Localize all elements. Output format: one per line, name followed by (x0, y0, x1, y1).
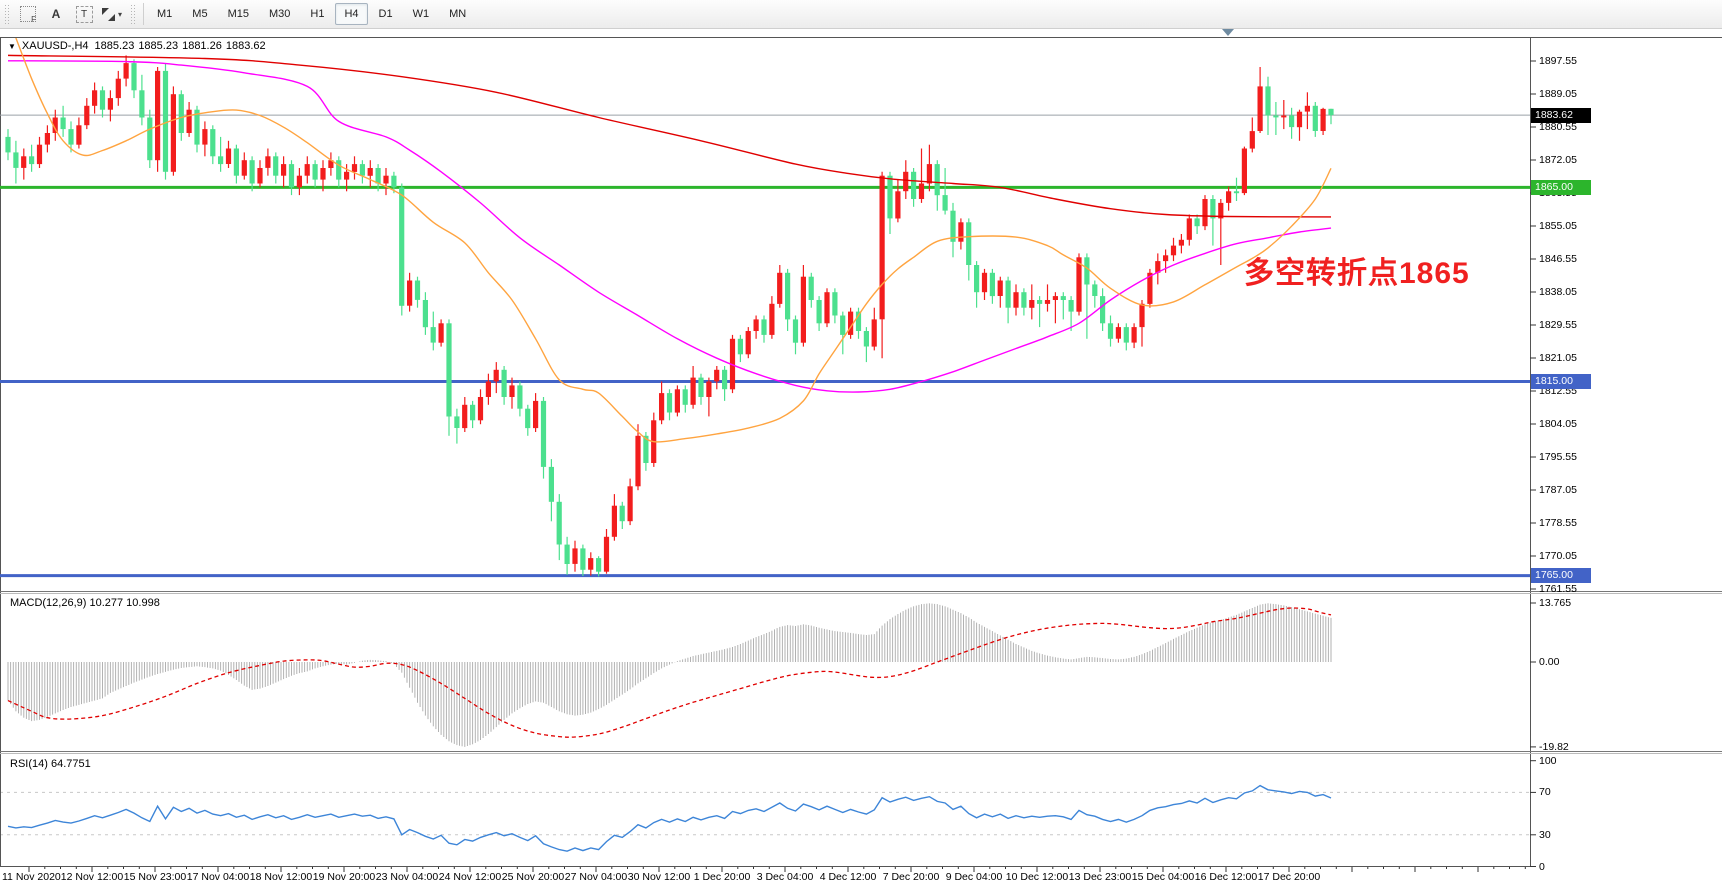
chart-frame (0, 37, 1722, 867)
text-icon: T (75, 5, 93, 23)
time-tick-label: 3 Dec 04:00 (756, 871, 814, 883)
time-tick-label: 16 Dec 12:00 (1194, 871, 1258, 883)
price-tick-label: 1855.05 (1539, 220, 1577, 232)
timeframe-MN[interactable]: MN (449, 8, 467, 20)
text-box-icon[interactable]: T (71, 3, 97, 25)
bar-low: 1881.26 (182, 40, 222, 52)
time-tick-label: 19 Nov 20:00 (312, 871, 376, 883)
price-badge-1815.00: 1815.00 (1531, 374, 1591, 389)
price-tick-label: 1770.05 (1539, 550, 1577, 562)
price-tick-label: 1821.05 (1539, 352, 1577, 364)
expert-grid-icon[interactable]: F (15, 3, 41, 25)
ma-orange (15, 38, 1332, 443)
price-tick-label: 1880.55 (1539, 121, 1577, 133)
price-tick-label: 1846.55 (1539, 253, 1577, 265)
rsi-tick-label: 100 (1539, 755, 1557, 767)
time-tick-label: 13 Dec 23:00 (1068, 871, 1132, 883)
panel-separator[interactable] (0, 591, 1722, 594)
time-tick-label: 15 Nov 23:00 (123, 871, 187, 883)
time-tick-label: 24 Nov 12:00 (438, 871, 502, 883)
macd-tick-label: 0.00 (1539, 656, 1560, 668)
candles-and-mas (5, 38, 1334, 577)
price-tick-label: 1795.55 (1539, 451, 1577, 463)
timeframe-M5[interactable]: M5 (192, 8, 208, 20)
time-tick-label: 17 Dec 20:00 (1257, 871, 1321, 883)
time-tick-label: 1 Dec 20:00 (693, 871, 751, 883)
rsi-tick-label: 0 (1539, 861, 1545, 873)
timeframe-W1[interactable]: W1 (412, 8, 430, 20)
macd-tick-label: 13.765 (1539, 597, 1572, 609)
price-tick-label: 1804.05 (1539, 418, 1577, 430)
macd-plot (7, 603, 1332, 747)
time-tick-label: 10 Dec 12:00 (1005, 871, 1069, 883)
timeframe-H1[interactable]: H1 (310, 8, 325, 20)
ma-red (7, 54, 1332, 218)
time-tick-label: 15 Dec 04:00 (1131, 871, 1195, 883)
toolbar-grip[interactable] (4, 4, 10, 24)
symbol-dropdown-icon[interactable]: ▼ (8, 41, 16, 51)
time-tick-label: 25 Nov 20:00 (501, 871, 565, 883)
timeframe-H4[interactable]: H4 (335, 3, 368, 25)
ma-magenta (7, 60, 1332, 393)
timeframe-M30[interactable]: M30 (268, 8, 291, 20)
time-tick-label: 30 Nov 12:00 (627, 871, 691, 883)
symbol-info-line: ▼ XAUUSD-,H4 1885.23 1885.23 1881.26 188… (8, 40, 266, 52)
axis-ticks (28, 60, 1536, 872)
arrows-icon (101, 7, 115, 21)
timeframe-D1[interactable]: D1 (378, 8, 393, 20)
price-tick-label: 1829.55 (1539, 319, 1577, 331)
timeframe-bar: M1 M5 M15 M30 H1 H4 D1 W1 MN (147, 3, 476, 25)
macd-signal (7, 607, 1332, 738)
bar-open: 1885.23 (94, 40, 135, 52)
rsi-line (7, 784, 1332, 852)
macd-tick-label: -19.82 (1539, 741, 1569, 753)
time-tick-label: 27 Nov 04:00 (564, 871, 628, 883)
rsi-tick-label: 30 (1539, 829, 1551, 841)
price-badge-1765.00: 1765.00 (1531, 568, 1591, 583)
rsi-plot (1, 784, 1529, 852)
time-tick-label: 7 Dec 20:00 (882, 871, 940, 883)
toolbar: F A T ▾ M1 M5 M15 M30 H1 H4 D1 W1 MN (0, 0, 1722, 29)
time-tick-label: 4 Dec 12:00 (819, 871, 877, 883)
chart-shift-marker-icon[interactable] (1222, 29, 1234, 36)
time-tick-label: 18 Nov 12:00 (249, 871, 313, 883)
grid-icon: F (20, 6, 36, 24)
toolbar-separator (143, 3, 144, 25)
symbol-name: XAUUSD-,H4 (21, 40, 89, 52)
bar-close: 1883.62 (225, 40, 266, 52)
arrows-tool-button[interactable]: ▾ (99, 3, 125, 25)
bar-high: 1885.23 (138, 40, 179, 52)
price-badge-1865.00: 1865.00 (1531, 180, 1591, 195)
toolbar-grip-2[interactable] (130, 4, 136, 24)
price-tick-label: 1838.05 (1539, 286, 1577, 298)
chevron-down-icon: ▾ (117, 9, 122, 19)
macd-label: MACD(12,26,9) 10.277 10.998 (10, 597, 160, 609)
text-label-icon[interactable]: A (51, 7, 61, 21)
time-tick-label: 9 Dec 04:00 (945, 871, 1003, 883)
price-tick-label: 1897.55 (1539, 55, 1577, 67)
price-tick-label: 1872.05 (1539, 154, 1577, 166)
timeframe-M15[interactable]: M15 (227, 8, 249, 20)
price-tick-label: 1778.55 (1539, 517, 1577, 529)
price-tick-label: 1787.05 (1539, 484, 1577, 496)
rsi-tick-label: 70 (1539, 786, 1551, 798)
price-tick-label: 1761.55 (1539, 583, 1577, 595)
chart-annotation: 多空转折点1865 (1244, 257, 1470, 290)
panel-separator[interactable] (0, 751, 1722, 754)
time-tick-label: 23 Nov 04:00 (375, 871, 439, 883)
price-tick-label: 1889.05 (1539, 88, 1577, 100)
rsi-label: RSI(14) 64.7751 (10, 758, 91, 770)
time-tick-label: 11 Nov 2020 (2, 871, 61, 883)
time-tick-label: 12 Nov 12:00 (60, 871, 124, 883)
time-tick-label: 17 Nov 04:00 (186, 871, 250, 883)
price-badge-1883.62: 1883.62 (1531, 108, 1591, 123)
timeframe-M1[interactable]: M1 (157, 8, 173, 20)
